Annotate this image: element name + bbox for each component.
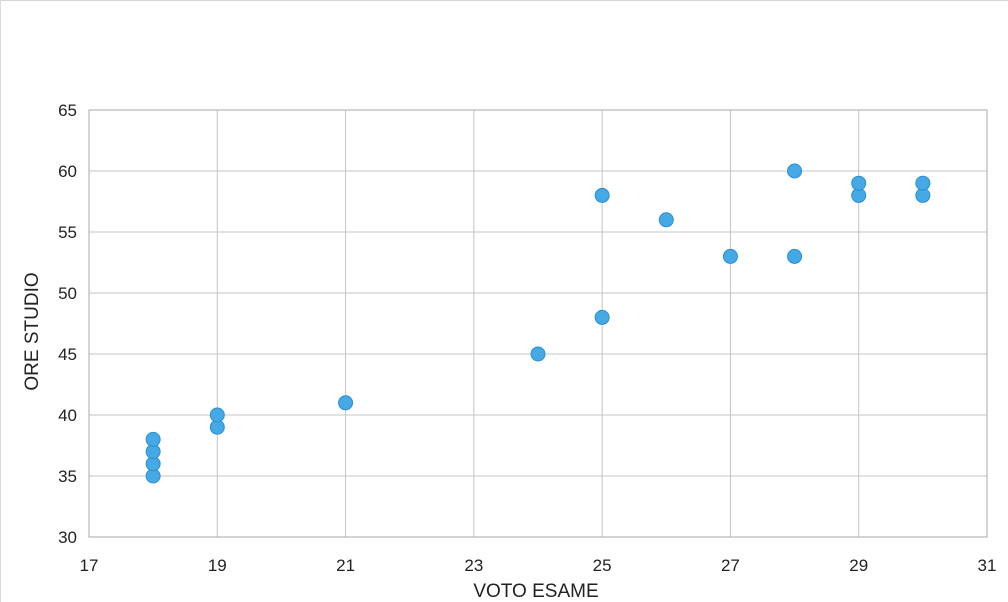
- x-tick-label: 25: [593, 556, 612, 575]
- data-point: [338, 395, 354, 411]
- x-axis-ticks: 17 19 21 23 25 27 29 31: [80, 556, 997, 575]
- y-tick-label: 40: [58, 406, 77, 425]
- chart-grid: [88, 109, 988, 538]
- y-tick-label: 30: [58, 528, 77, 547]
- y-tick-label: 45: [58, 345, 77, 364]
- data-point: [658, 212, 674, 228]
- x-tick-label: 17: [80, 556, 99, 575]
- data-point: [722, 248, 738, 264]
- x-tick-label: 31: [978, 556, 997, 575]
- data-point: [145, 431, 161, 447]
- x-tick-label: 19: [208, 556, 227, 575]
- plot-area: [88, 109, 988, 538]
- data-point: [594, 187, 610, 203]
- data-point: [209, 407, 225, 423]
- data-point: [787, 163, 803, 179]
- x-axis-title: VOTO ESAME: [473, 581, 598, 602]
- data-point: [851, 175, 867, 191]
- x-tick-label: 21: [336, 556, 355, 575]
- data-points: [145, 163, 931, 484]
- x-tick-label: 29: [849, 556, 868, 575]
- data-point: [530, 346, 546, 362]
- data-point: [594, 309, 610, 325]
- y-tick-label: 50: [58, 284, 77, 303]
- y-axis-ticks: 30 35 40 45 50 55 60 65: [58, 101, 77, 547]
- y-tick-label: 65: [58, 101, 77, 120]
- x-tick-label: 27: [721, 556, 740, 575]
- data-point: [915, 175, 931, 191]
- x-tick-label: 23: [464, 556, 483, 575]
- data-point: [787, 248, 803, 264]
- y-axis-title: ORE STUDIO: [22, 272, 43, 390]
- y-tick-label: 35: [58, 467, 77, 486]
- y-tick-label: 60: [58, 162, 77, 181]
- y-tick-label: 55: [58, 223, 77, 242]
